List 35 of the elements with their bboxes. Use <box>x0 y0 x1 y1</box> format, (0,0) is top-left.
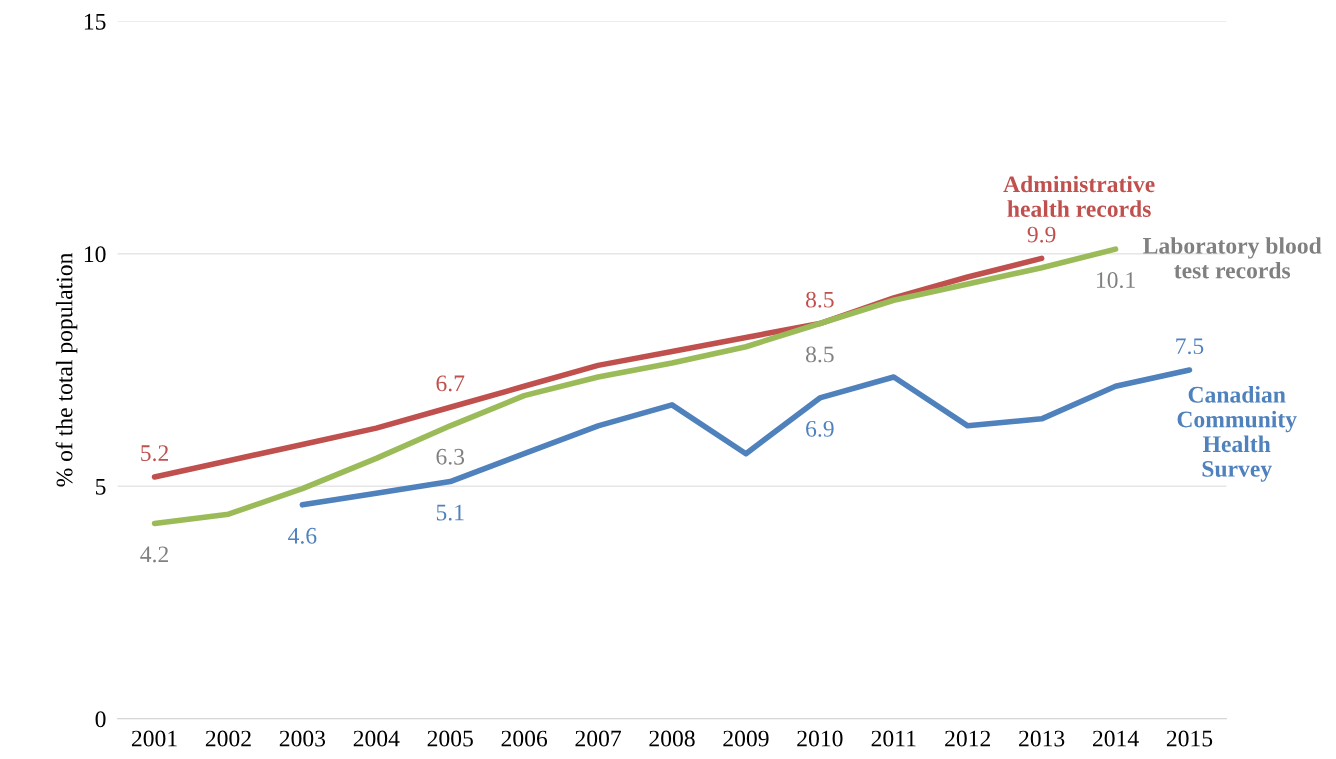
x-tick-label: 2003 <box>279 730 326 747</box>
data-label: 8.5 <box>806 346 834 363</box>
y-tick-label: 15 <box>84 13 106 30</box>
x-tick-label: 2008 <box>649 730 695 747</box>
x-tick-label: 2011 <box>871 730 916 747</box>
data-label: 6.3 <box>436 448 465 465</box>
data-label: 5.2 <box>141 445 168 462</box>
x-tick-label: 2015 <box>1166 730 1213 747</box>
data-label: 4.2 <box>140 546 168 563</box>
y-axis-title: % of the total population <box>55 252 78 487</box>
x-tick-label: 2004 <box>353 730 400 747</box>
data-label: 7.5 <box>1176 338 1204 355</box>
series-label: Laboratory blood test records <box>1143 237 1322 279</box>
y-tick-label: 0 <box>95 711 106 728</box>
x-tick-label: 2001 <box>131 730 177 747</box>
data-label: 8.5 <box>806 291 834 308</box>
x-tick-label: 2005 <box>427 730 473 747</box>
y-tick-label: 10 <box>84 246 106 263</box>
x-tick-label: 2012 <box>945 730 991 747</box>
x-tick-label: 2002 <box>205 730 251 747</box>
x-tick-label: 2009 <box>723 730 769 747</box>
x-tick-label: 2007 <box>575 730 622 747</box>
x-tick-label: 2006 <box>501 730 548 747</box>
data-label: 9.9 <box>1027 226 1056 243</box>
x-tick-label: 2013 <box>1019 730 1065 747</box>
series-label: Canadian Community Health Survey <box>1177 386 1297 482</box>
text: Administrative health records <box>1003 175 1155 217</box>
data-label: 5.1 <box>436 504 464 521</box>
data-label: 6.9 <box>806 420 834 437</box>
x-tick-label: 2014 <box>1092 730 1139 747</box>
y-tick-label: 5 <box>96 479 106 495</box>
data-label: 4.6 <box>288 527 317 544</box>
x-tick-label: 2010 <box>797 730 843 747</box>
data-label: 10.1 <box>1096 272 1135 289</box>
data-label: 6.7 <box>436 375 465 392</box>
